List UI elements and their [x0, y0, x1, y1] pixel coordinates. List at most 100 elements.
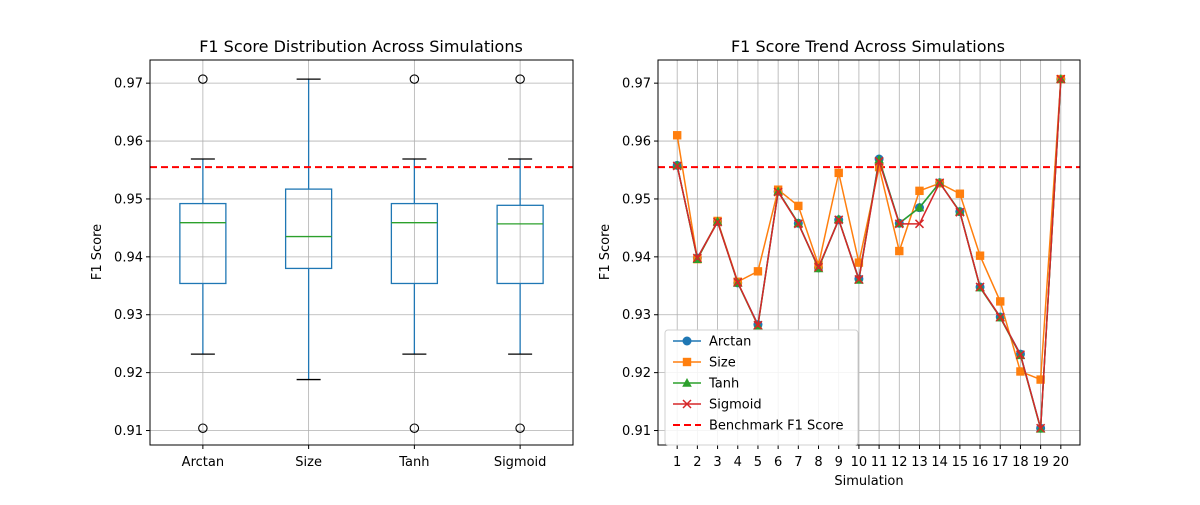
series-sigmoid-point	[753, 320, 763, 330]
series-sigmoid-point-stroke	[773, 187, 783, 197]
legend-label: Arctan	[709, 335, 751, 350]
series-sigmoid-point	[874, 156, 884, 166]
legend-entry-tanh: Tanh	[673, 377, 739, 392]
box-sigmoid	[496, 74, 544, 433]
box-iqr	[390, 202, 439, 285]
series-size-point	[753, 267, 763, 276]
box-outlier	[198, 423, 208, 433]
series-sigmoid-point-stroke	[834, 215, 844, 225]
boxplot-y-axis-label: F1 Score	[90, 224, 105, 280]
series-sigmoid-point	[975, 282, 985, 292]
boxplot-y-tick-label: 0.93	[114, 308, 143, 323]
series-sigmoid-point	[1036, 423, 1046, 433]
boxplot-x-tick-label: Arctan	[182, 455, 224, 470]
series-sigmoid-point-stroke	[692, 253, 702, 263]
boxplot-content	[179, 74, 544, 433]
trend-x-tick-label: 18	[1012, 455, 1029, 470]
trend-x-tick-label: 11	[871, 455, 888, 470]
trend-x-tick-label: 16	[972, 455, 989, 470]
trend-panel: F1 Score Trend Across Simulations 0.91 0.…	[598, 37, 1081, 489]
series-sigmoid-point	[1056, 74, 1066, 84]
boxplot-y-tick-label: 0.94	[114, 250, 143, 265]
series-sigmoid-point-stroke	[813, 262, 824, 272]
boxplot-frame	[149, 59, 574, 446]
boxplot-y-tick-label: 0.97	[114, 77, 143, 92]
trend-title: F1 Score Trend Across Simulations	[731, 37, 1005, 56]
series-sigmoid-point	[935, 178, 945, 188]
trend-y-tick-label: 0.96	[622, 135, 651, 150]
legend-swatch-marker	[682, 357, 692, 367]
trend-x-tick-label: 14	[931, 455, 948, 470]
trend-legend: Arctan Size Tanh Sigmoid Benchmark F1 Score	[664, 329, 859, 446]
trend-x-tick-label: 4	[734, 455, 742, 470]
legend-swatch-marker-stroke	[682, 399, 692, 409]
box-iqr	[179, 202, 227, 285]
series-sigmoid-point-stroke	[955, 207, 965, 217]
series-sigmoid-point	[773, 187, 783, 197]
series-sigmoid-point	[1015, 350, 1025, 360]
trend-y-tick-label: 0.94	[622, 250, 651, 265]
series-sigmoid-point-stroke	[1056, 74, 1066, 84]
trend-y-tick-label: 0.97	[622, 77, 651, 92]
legend-label: Tanh	[708, 377, 739, 392]
series-sigmoid-point-stroke	[1036, 423, 1046, 433]
series-size-point	[996, 297, 1005, 306]
series-size-point	[854, 258, 864, 267]
legend-label: Size	[709, 356, 736, 371]
series-tanh-point	[672, 160, 682, 170]
series-sigmoid-line	[676, 79, 1062, 429]
trend-series	[672, 74, 1066, 433]
series-size-point	[915, 186, 924, 196]
trend-x-tick-label: 9	[835, 455, 843, 470]
series-sigmoid-point	[834, 215, 844, 225]
legend-swatch-marker	[682, 336, 692, 346]
series-sigmoid-point-stroke	[874, 156, 884, 166]
trend-x-tick-label: 1	[673, 455, 681, 470]
trend-x-tick-label: 15	[952, 455, 969, 470]
series-sigmoid-point	[995, 312, 1005, 322]
series-sigmoid-point-stroke	[914, 219, 925, 229]
series-sigmoid-point-stroke	[753, 320, 763, 330]
trend-x-tick-label: 19	[1032, 455, 1049, 470]
series-size-point	[874, 162, 884, 172]
trend-y-tick-label: 0.93	[622, 308, 651, 323]
box-arctan	[179, 74, 227, 433]
series-sigmoid-point	[733, 277, 743, 287]
legend-entry-benchmark-f1-score: Benchmark F1 Score	[673, 419, 843, 434]
trend-y-tick-label: 0.91	[622, 424, 651, 439]
series-tanh-point	[914, 202, 925, 212]
series-sigmoid-point-stroke	[894, 219, 904, 229]
trend-x-axis-label: Simulation	[834, 474, 903, 489]
trend-x-tick-label: 13	[911, 455, 928, 470]
series-size-point	[834, 168, 843, 178]
series-sigmoid-point	[914, 219, 925, 229]
series-sigmoid-point-stroke	[793, 219, 803, 229]
trend-x-tick-label: 6	[774, 455, 782, 470]
boxplot-axes: 0.91 0.92 0.93 0.94 0.95 0.96 0.97 Arctan Size Ta…	[114, 77, 546, 470]
box-outlier	[198, 74, 208, 84]
box-size	[284, 78, 333, 381]
legend-entry-sigmoid: Sigmoid	[673, 398, 762, 413]
boxplot-panel: F1 Score Distribution Across Simulations…	[90, 37, 574, 470]
series-size-point	[1036, 375, 1045, 384]
box-outlier	[409, 423, 420, 433]
series-size-point	[672, 131, 682, 140]
trend-x-tick-label: 20	[1053, 455, 1070, 470]
legend-swatch-marker	[682, 399, 692, 409]
series-sigmoid-point	[813, 262, 824, 272]
boxplot-y-tick-label: 0.96	[114, 135, 143, 150]
legend-entry-size: Size	[673, 356, 736, 371]
series-sigmoid-point-stroke	[733, 277, 743, 287]
series-size-point	[955, 189, 965, 198]
legend-entry-arctan: Arctan	[673, 335, 751, 350]
trend-frame	[657, 59, 1081, 446]
series-sigmoid-point-stroke	[1015, 350, 1025, 360]
boxplot-y-tick-label: 0.92	[114, 366, 143, 381]
series-sigmoid-point	[692, 253, 702, 263]
boxplot-x-tick-label: Size	[295, 455, 322, 470]
series-sigmoid-point	[894, 219, 904, 229]
trend-x-tick-label: 2	[693, 455, 701, 470]
boxplot-title: F1 Score Distribution Across Simulations	[199, 37, 523, 56]
series-size-point	[895, 246, 904, 256]
